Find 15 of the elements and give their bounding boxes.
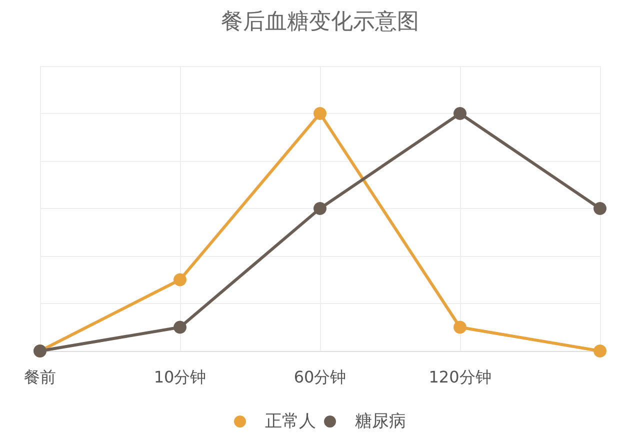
point <box>174 273 186 286</box>
point <box>594 202 606 215</box>
legend-label: 正常人 <box>265 412 316 432</box>
x-tick-label: 60分钟 <box>294 368 346 386</box>
point <box>314 107 326 120</box>
point <box>454 320 466 334</box>
x-tick-label: 10分钟 <box>154 368 206 386</box>
chart-title: 餐后血糖变化示意图 <box>221 10 419 34</box>
point <box>174 320 186 334</box>
point <box>454 107 466 120</box>
legend-label: 糖尿病 <box>355 412 406 432</box>
point <box>594 344 606 358</box>
x-tick-label: 120分钟 <box>428 368 492 386</box>
point <box>314 202 326 215</box>
x-tick-label: 餐前 <box>24 368 56 386</box>
